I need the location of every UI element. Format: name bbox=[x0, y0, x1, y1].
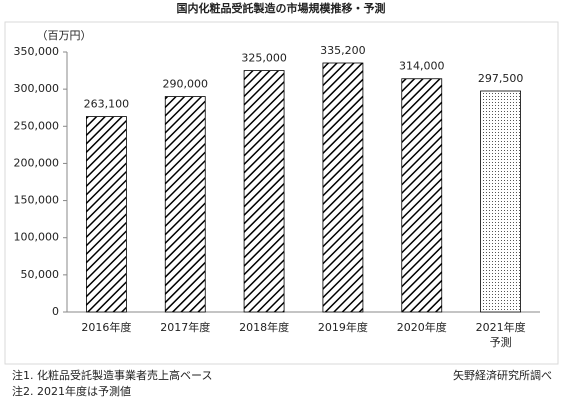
chart-frame bbox=[4, 21, 559, 365]
value-label: 297,500 bbox=[478, 72, 524, 85]
bar bbox=[86, 116, 127, 313]
y-tick-label: 250,000 bbox=[14, 119, 60, 132]
source: 矢野経済研究所調べ bbox=[453, 368, 552, 382]
value-label: 335,200 bbox=[320, 44, 366, 57]
y-tick-label: 300,000 bbox=[14, 82, 60, 95]
note: 注1. 化粧品受託製造事業者売上高ベース bbox=[12, 368, 212, 382]
x-tick-label: 2017年度 bbox=[160, 320, 210, 334]
bar bbox=[480, 90, 521, 313]
bar bbox=[243, 70, 285, 313]
y-tick-label: 0 bbox=[52, 305, 59, 318]
bar bbox=[322, 62, 364, 313]
y-unit: （百万円） bbox=[37, 29, 92, 42]
y-tick-label: 100,000 bbox=[14, 231, 60, 244]
x-tick-label: 2016年度 bbox=[81, 320, 131, 334]
bar bbox=[401, 78, 443, 313]
y-tick-label: 200,000 bbox=[14, 156, 60, 169]
y-tick-label: 150,000 bbox=[14, 194, 60, 207]
value-label: 325,000 bbox=[241, 52, 287, 65]
value-label: 263,100 bbox=[84, 98, 130, 111]
x-tick-label: 2020年度 bbox=[397, 320, 447, 334]
bar bbox=[164, 96, 206, 313]
x-tick-label: 2021年度 bbox=[476, 320, 526, 334]
x-tick-label: 2018年度 bbox=[239, 320, 289, 334]
x-tick-label: 2019年度 bbox=[318, 320, 368, 334]
chart-title: 国内化粧品受託製造の市場規模推移・予測 bbox=[177, 1, 386, 15]
value-label: 314,000 bbox=[399, 60, 445, 73]
value-label: 290,000 bbox=[163, 78, 209, 91]
y-tick-label: 50,000 bbox=[21, 268, 60, 281]
note: 注2. 2021年度は予測値 bbox=[12, 384, 131, 398]
y-tick-label: 350,000 bbox=[14, 45, 60, 58]
x-tick-note: 予測 bbox=[490, 335, 512, 349]
